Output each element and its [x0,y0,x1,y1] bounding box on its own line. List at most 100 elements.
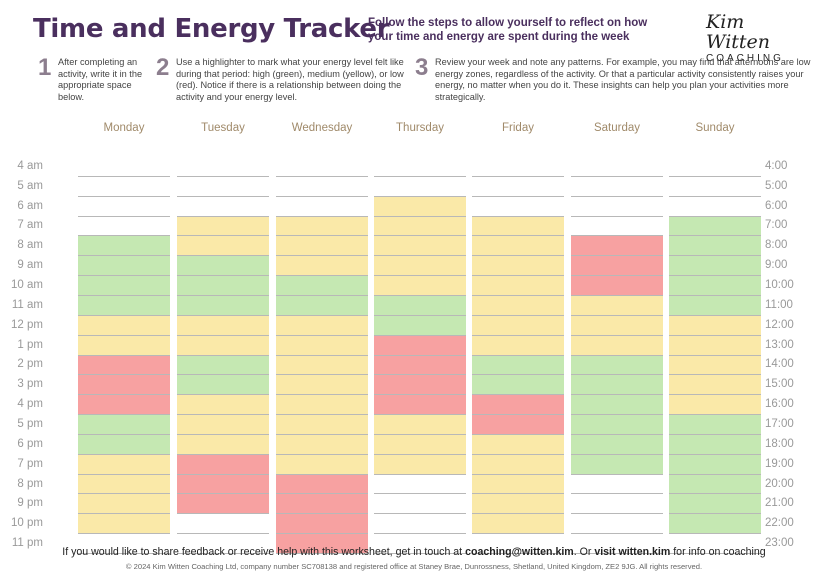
time-slot-wednesday-14[interactable] [276,434,368,455]
time-slot-tuesday-10[interactable] [177,355,269,376]
time-slot-tuesday-8[interactable] [177,315,269,336]
time-slot-saturday-17[interactable] [571,494,663,514]
time-slot-tuesday-13[interactable] [177,415,269,435]
time-slot-thursday-12[interactable] [374,395,466,416]
time-slot-friday-2[interactable] [472,197,564,217]
time-slot-tuesday-3[interactable] [177,216,269,237]
time-slot-monday-1[interactable] [78,177,170,197]
time-slot-monday-0[interactable] [78,157,170,177]
time-slot-friday-6[interactable] [472,276,564,296]
time-slot-sunday-16[interactable] [669,474,761,495]
time-slot-thursday-13[interactable] [374,415,466,435]
time-slot-thursday-6[interactable] [374,276,466,296]
time-slot-tuesday-11[interactable] [177,375,269,396]
time-slot-sunday-3[interactable] [669,216,761,237]
time-slot-friday-18[interactable] [472,514,564,535]
time-slot-tuesday-7[interactable] [177,295,269,316]
time-slot-saturday-0[interactable] [571,157,663,177]
time-slot-sunday-7[interactable] [669,295,761,316]
time-slot-saturday-9[interactable] [571,335,663,356]
time-slot-sunday-14[interactable] [669,434,761,455]
time-slot-wednesday-3[interactable] [276,216,368,237]
time-slot-saturday-2[interactable] [571,197,663,217]
time-slot-sunday-5[interactable] [669,256,761,277]
footer-email-link[interactable]: coaching@witten.kim [465,546,574,558]
time-slot-wednesday-15[interactable] [276,454,368,475]
time-slot-sunday-17[interactable] [669,494,761,515]
time-slot-thursday-9[interactable] [374,335,466,356]
time-slot-friday-13[interactable] [472,415,564,435]
time-slot-monday-3[interactable] [78,217,170,237]
time-slot-thursday-18[interactable] [374,514,466,534]
time-slot-tuesday-0[interactable] [177,157,269,177]
time-slot-saturday-15[interactable] [571,454,663,475]
time-slot-monday-4[interactable] [78,236,170,257]
time-slot-thursday-11[interactable] [374,375,466,396]
time-slot-wednesday-18[interactable] [276,514,368,535]
time-slot-wednesday-13[interactable] [276,415,368,435]
time-slot-monday-13[interactable] [78,415,170,435]
time-slot-friday-4[interactable] [472,236,564,257]
time-slot-saturday-18[interactable] [571,514,663,534]
time-slot-monday-17[interactable] [78,494,170,515]
time-slot-tuesday-9[interactable] [177,335,269,356]
time-slot-thursday-8[interactable] [374,315,466,336]
time-slot-tuesday-5[interactable] [177,256,269,277]
time-slot-thursday-7[interactable] [374,295,466,316]
time-slot-sunday-13[interactable] [669,415,761,435]
time-slot-tuesday-14[interactable] [177,434,269,455]
time-slot-wednesday-9[interactable] [276,335,368,356]
time-slot-thursday-17[interactable] [374,494,466,514]
time-slot-wednesday-0[interactable] [276,157,368,177]
time-slot-thursday-10[interactable] [374,355,466,376]
time-slot-monday-5[interactable] [78,256,170,277]
time-slot-friday-9[interactable] [472,335,564,356]
time-slot-tuesday-4[interactable] [177,236,269,257]
time-slot-friday-10[interactable] [472,355,564,376]
time-slot-friday-15[interactable] [472,454,564,475]
time-slot-saturday-1[interactable] [571,177,663,197]
time-slot-wednesday-10[interactable] [276,355,368,376]
time-slot-friday-0[interactable] [472,157,564,177]
time-slot-monday-6[interactable] [78,276,170,296]
footer-site-link[interactable]: visit witten.kim [594,546,671,558]
time-slot-saturday-5[interactable] [571,256,663,277]
time-slot-saturday-11[interactable] [571,375,663,396]
time-slot-wednesday-7[interactable] [276,295,368,316]
time-slot-tuesday-16[interactable] [177,474,269,495]
time-slot-sunday-6[interactable] [669,276,761,296]
time-slot-saturday-7[interactable] [571,295,663,316]
time-slot-sunday-0[interactable] [669,157,761,177]
time-slot-thursday-15[interactable] [374,454,466,475]
time-slot-saturday-13[interactable] [571,415,663,435]
time-slot-saturday-8[interactable] [571,315,663,336]
time-slot-tuesday-1[interactable] [177,177,269,197]
time-slot-monday-12[interactable] [78,395,170,416]
time-slot-tuesday-15[interactable] [177,454,269,475]
time-slot-friday-11[interactable] [472,375,564,396]
time-slot-wednesday-11[interactable] [276,375,368,396]
time-slot-saturday-6[interactable] [571,276,663,296]
time-slot-sunday-1[interactable] [669,177,761,197]
time-slot-saturday-3[interactable] [571,217,663,237]
time-slot-wednesday-16[interactable] [276,474,368,495]
time-slot-thursday-5[interactable] [374,256,466,277]
time-slot-tuesday-12[interactable] [177,395,269,416]
time-slot-friday-1[interactable] [472,177,564,197]
time-slot-thursday-16[interactable] [374,475,466,495]
time-slot-wednesday-5[interactable] [276,256,368,277]
time-slot-wednesday-2[interactable] [276,197,368,217]
time-slot-monday-8[interactable] [78,315,170,336]
time-slot-thursday-3[interactable] [374,216,466,237]
time-slot-monday-10[interactable] [78,355,170,376]
time-slot-friday-5[interactable] [472,256,564,277]
time-slot-saturday-14[interactable] [571,434,663,455]
time-slot-monday-9[interactable] [78,335,170,356]
time-slot-sunday-15[interactable] [669,454,761,475]
time-slot-sunday-4[interactable] [669,236,761,257]
time-slot-friday-7[interactable] [472,295,564,316]
time-slot-wednesday-4[interactable] [276,236,368,257]
time-slot-friday-12[interactable] [472,395,564,416]
time-slot-tuesday-17[interactable] [177,494,269,515]
time-slot-wednesday-12[interactable] [276,395,368,416]
